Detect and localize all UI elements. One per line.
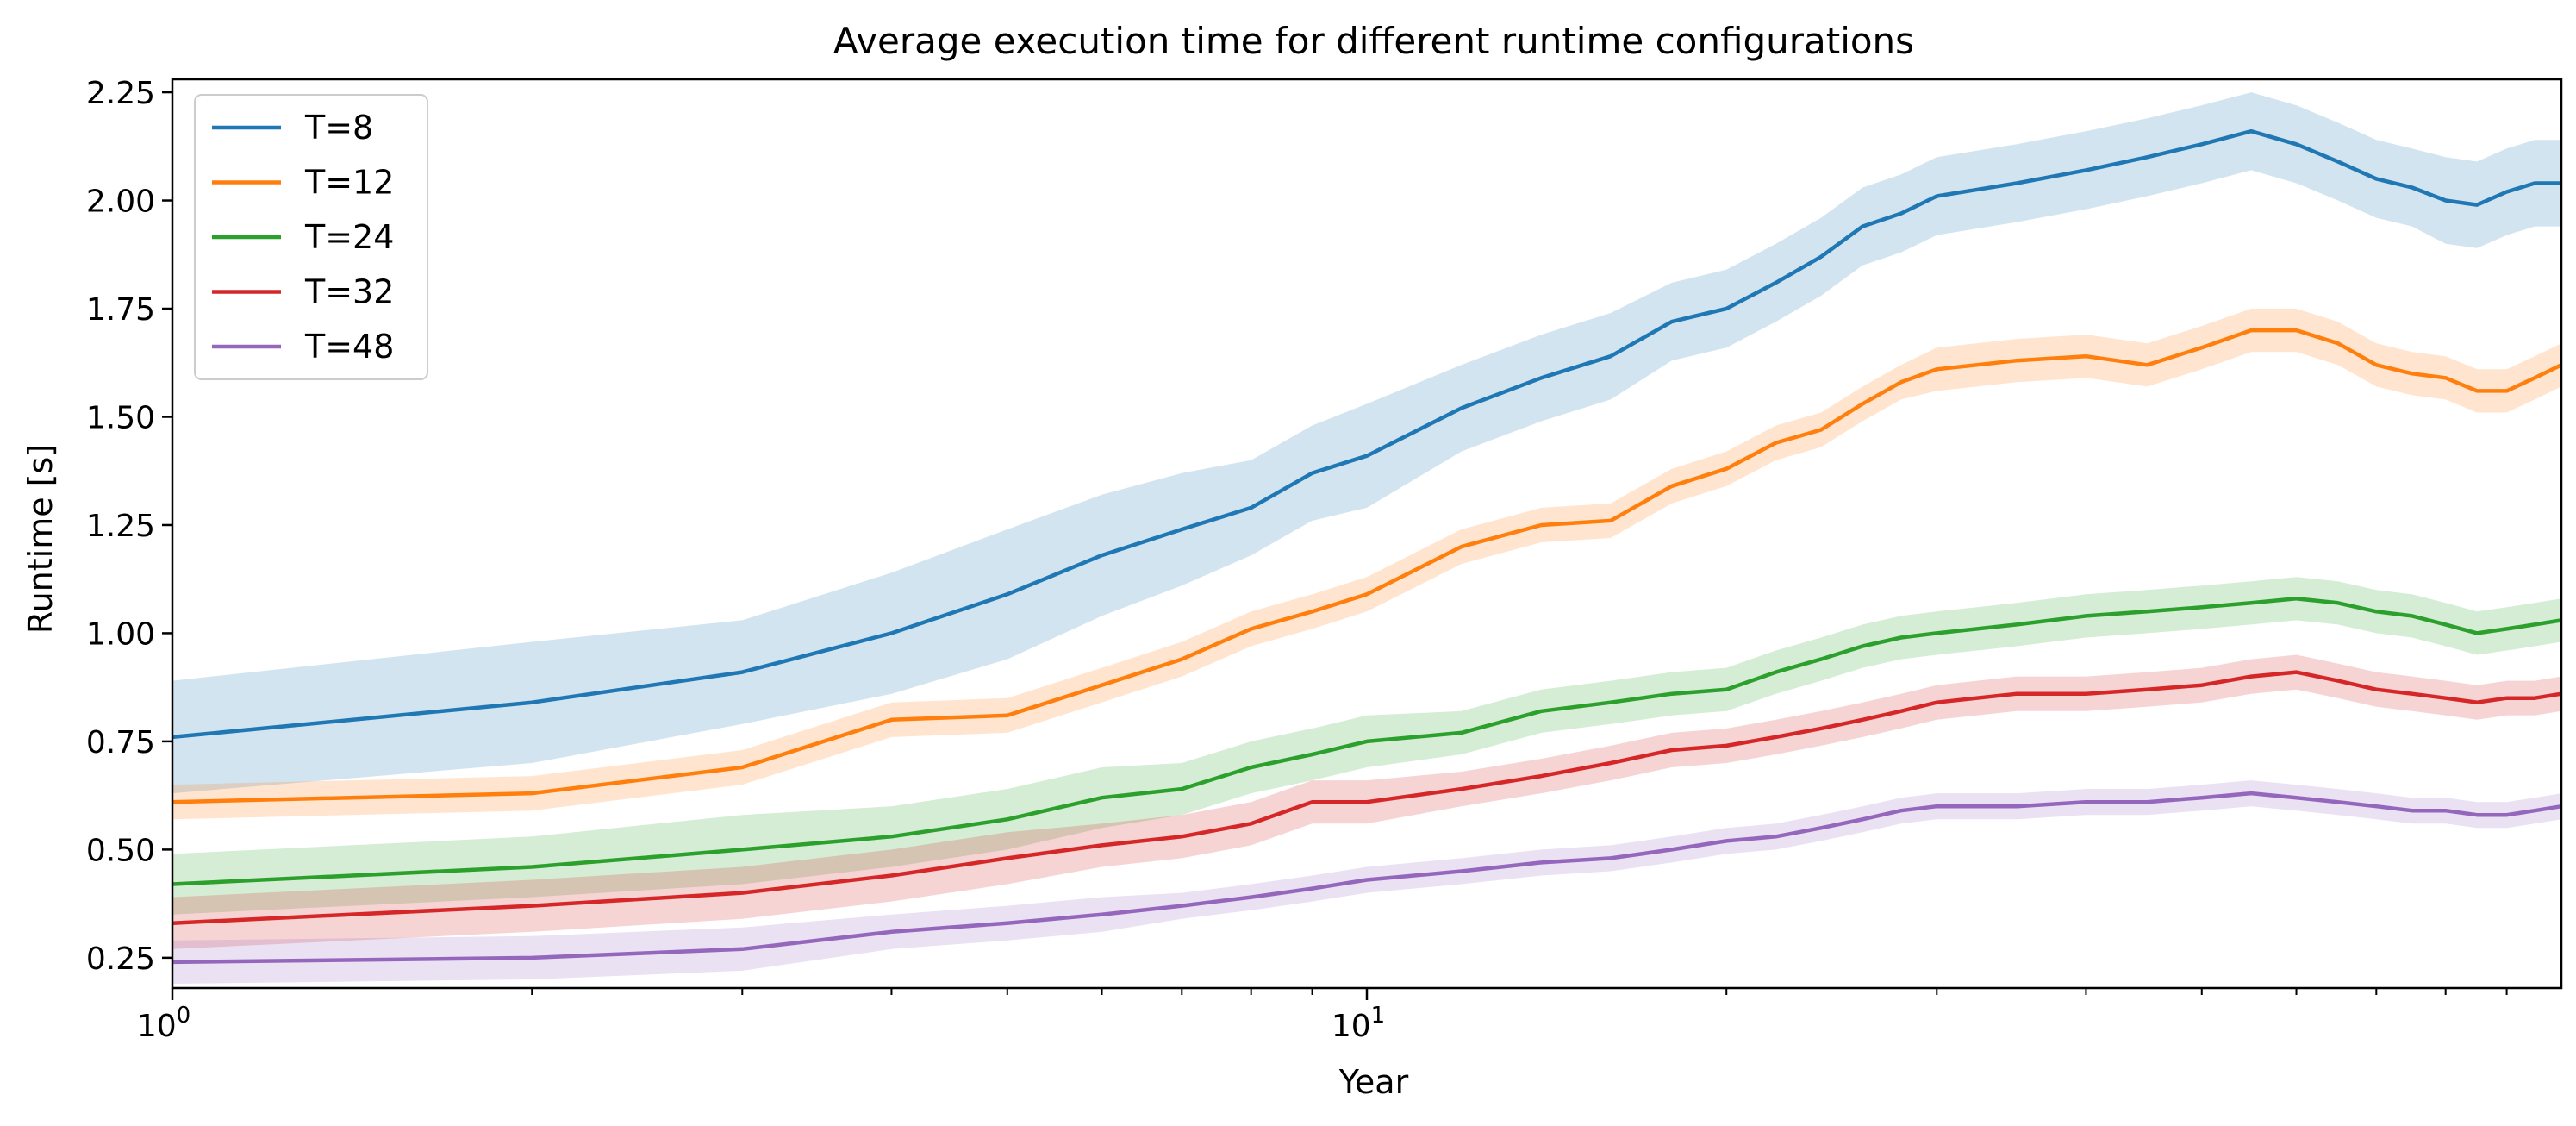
x-tick-label: 101 <box>1332 1003 1385 1044</box>
x-axis-label: Year <box>1338 1063 1409 1101</box>
band-series-0 <box>172 92 2561 794</box>
legend-entry: T=32 <box>304 273 394 311</box>
legend-entry: T=48 <box>304 328 394 366</box>
legend-entry: T=24 <box>304 218 394 256</box>
y-tick-label: 2.00 <box>86 185 155 220</box>
y-tick-label: 0.75 <box>86 725 155 760</box>
y-tick-label: 2.25 <box>86 76 155 111</box>
y-tick-label: 1.00 <box>86 616 155 652</box>
y-tick-label: 1.25 <box>86 509 155 544</box>
line-series-3 <box>172 670 2562 925</box>
series-lines <box>172 128 2562 965</box>
legend-box <box>194 94 428 380</box>
line-series-4 <box>172 791 2562 965</box>
band-series-2 <box>172 577 2561 915</box>
x-tick-label: 100 <box>137 1003 190 1044</box>
band-series-4 <box>172 780 2561 984</box>
band-series-1 <box>172 309 2561 820</box>
legend-entry: T=8 <box>304 109 373 147</box>
y-tick-label: 0.25 <box>86 941 155 977</box>
y-axis-label: Runtime [s] <box>22 444 59 634</box>
legend-entry: T=12 <box>304 164 394 202</box>
y-tick-label: 1.50 <box>86 400 155 435</box>
line-series-0 <box>172 128 2561 740</box>
legend: T=8 T=12 T=24 T=32 T=48 <box>194 94 428 380</box>
chart-title: Average execution time for different run… <box>833 20 1914 62</box>
confidence-bands <box>172 92 2561 984</box>
y-tick-label: 1.75 <box>86 292 155 328</box>
axes: 0.25 0.50 0.75 1.00 1.25 1.50 1.75 2.00 2.25 100 1… <box>86 76 2563 1044</box>
y-tick-label: 0.50 <box>86 833 155 868</box>
line-series-2 <box>172 597 2562 886</box>
line-series-1 <box>172 328 2562 804</box>
